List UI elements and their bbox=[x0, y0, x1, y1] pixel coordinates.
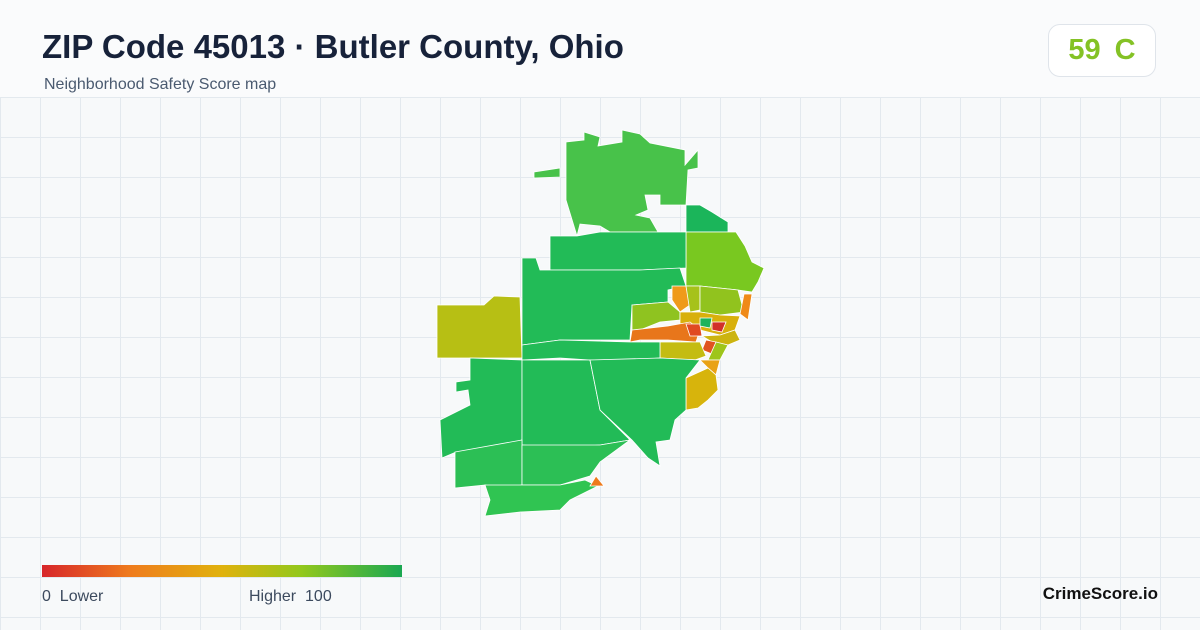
region bbox=[685, 231, 765, 293]
region bbox=[484, 479, 599, 517]
region bbox=[521, 439, 631, 486]
score-grade: C bbox=[1114, 34, 1136, 66]
region bbox=[739, 293, 753, 321]
legend-min-label: Lower bbox=[59, 588, 104, 605]
legend-labels-high: Higher 100 bbox=[249, 588, 332, 606]
brand: CrimeScore.io bbox=[1042, 584, 1158, 603]
score-value: 59 bbox=[1068, 34, 1101, 66]
region bbox=[699, 285, 745, 316]
header bbox=[0, 0, 1200, 97]
title: ZIP Code 45013 · Butler County, Ohio bbox=[42, 28, 624, 65]
legend-gradient bbox=[42, 565, 402, 577]
region bbox=[711, 321, 727, 333]
legend-max: 100 bbox=[305, 588, 332, 605]
region bbox=[521, 339, 661, 361]
region bbox=[659, 341, 707, 361]
region bbox=[533, 167, 561, 179]
legend-max-label: Higher bbox=[249, 588, 297, 605]
region bbox=[436, 295, 523, 359]
legend-labels-low: 0 Lower bbox=[42, 588, 103, 606]
region bbox=[549, 231, 687, 271]
region bbox=[589, 475, 605, 487]
region bbox=[565, 129, 699, 238]
region bbox=[685, 367, 719, 411]
region bbox=[671, 285, 691, 313]
region bbox=[589, 357, 701, 467]
subtitle: Neighborhood Safety Score map bbox=[44, 76, 277, 93]
region bbox=[699, 317, 713, 329]
region bbox=[685, 204, 729, 233]
score-badge: 59 C bbox=[1048, 24, 1156, 77]
legend-min: 0 bbox=[42, 588, 51, 605]
region bbox=[685, 285, 701, 313]
